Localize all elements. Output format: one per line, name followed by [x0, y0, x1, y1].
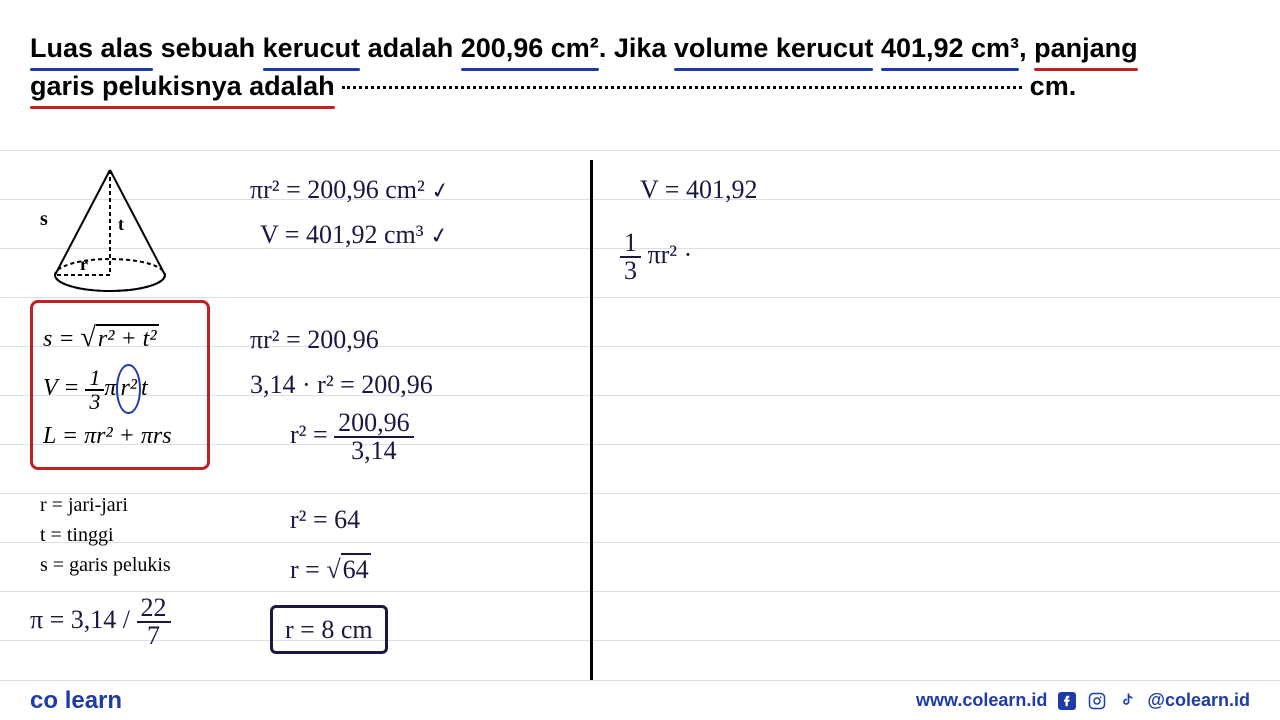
hw-left-1: πr² = 200,96 cm² ✓	[250, 170, 450, 209]
cone-label-s: s	[40, 208, 48, 230]
footer: co learn www.colearn.id @colearn.id	[0, 680, 1280, 720]
hw-left-8: r = 8 cm	[270, 605, 388, 654]
q-underline-6: panjang	[1034, 30, 1138, 68]
answer-blank-line	[342, 86, 1022, 89]
footer-url: www.colearn.id	[916, 690, 1047, 711]
hw-left-7: r = √64	[290, 550, 371, 589]
question-text: Luas alas sebuah kerucut adalah 200,96 c…	[0, 0, 1280, 116]
q-text-end: cm.	[1030, 71, 1077, 101]
q-underline-2: kerucut	[263, 30, 361, 68]
formula-v: V = 13πr²t	[43, 364, 197, 414]
cone-diagram: s t r	[30, 160, 190, 300]
hw-right-2: 13 πr² ·	[620, 230, 692, 284]
circled-annotation: r²	[116, 364, 141, 414]
q-underline-7: garis pelukisnya adalah	[30, 68, 335, 106]
hw-left-5: r² = 200,963,14	[290, 410, 414, 464]
check-icon: ✓	[429, 173, 453, 209]
cone-label-r: r	[80, 254, 88, 274]
legend-r: r = jari-jari	[40, 490, 171, 520]
hw-left-6: r² = 64	[290, 500, 360, 539]
vertical-divider	[590, 160, 593, 680]
check-icon: ✓	[427, 218, 451, 254]
q-text: adalah	[360, 33, 461, 63]
q-underline-5: 401,92 cm³	[881, 30, 1019, 68]
tiktok-icon	[1117, 691, 1137, 711]
formula-s: s = √r² + t²	[43, 311, 197, 364]
legend-t: t = tinggi	[40, 520, 171, 550]
formula-l: L = πr² + πrs	[43, 414, 197, 460]
q-text	[873, 33, 881, 63]
q-text: . Jika	[599, 33, 674, 63]
q-underline-3: 200,96 cm²	[461, 30, 599, 68]
formula-box: s = √r² + t² V = 13πr²t L = πr² + πrs	[30, 300, 210, 470]
hw-left-2: V = 401,92 cm³ ✓	[260, 215, 448, 254]
legend-s: s = garis pelukis	[40, 550, 171, 580]
handwriting-pi: π = 3,14 / 227	[30, 595, 171, 649]
hw-right-1: V = 401,92	[640, 170, 757, 209]
q-underline-4: volume kerucut	[674, 30, 874, 68]
footer-handle: @colearn.id	[1147, 690, 1250, 711]
q-text: ,	[1019, 33, 1034, 63]
footer-right: www.colearn.id @colearn.id	[916, 690, 1250, 711]
variable-legend: r = jari-jari t = tinggi s = garis peluk…	[40, 490, 171, 580]
instagram-icon	[1087, 691, 1107, 711]
q-underline-1: Luas alas	[30, 30, 153, 68]
cone-label-t: t	[118, 214, 124, 234]
brand-logo: co learn	[30, 687, 122, 715]
hw-left-4: 3,14 · r² = 200,96	[250, 365, 433, 404]
hw-left-3: πr² = 200,96	[250, 320, 379, 359]
q-text: sebuah	[153, 33, 263, 63]
boxed-result: r = 8 cm	[270, 605, 388, 654]
facebook-icon	[1057, 691, 1077, 711]
